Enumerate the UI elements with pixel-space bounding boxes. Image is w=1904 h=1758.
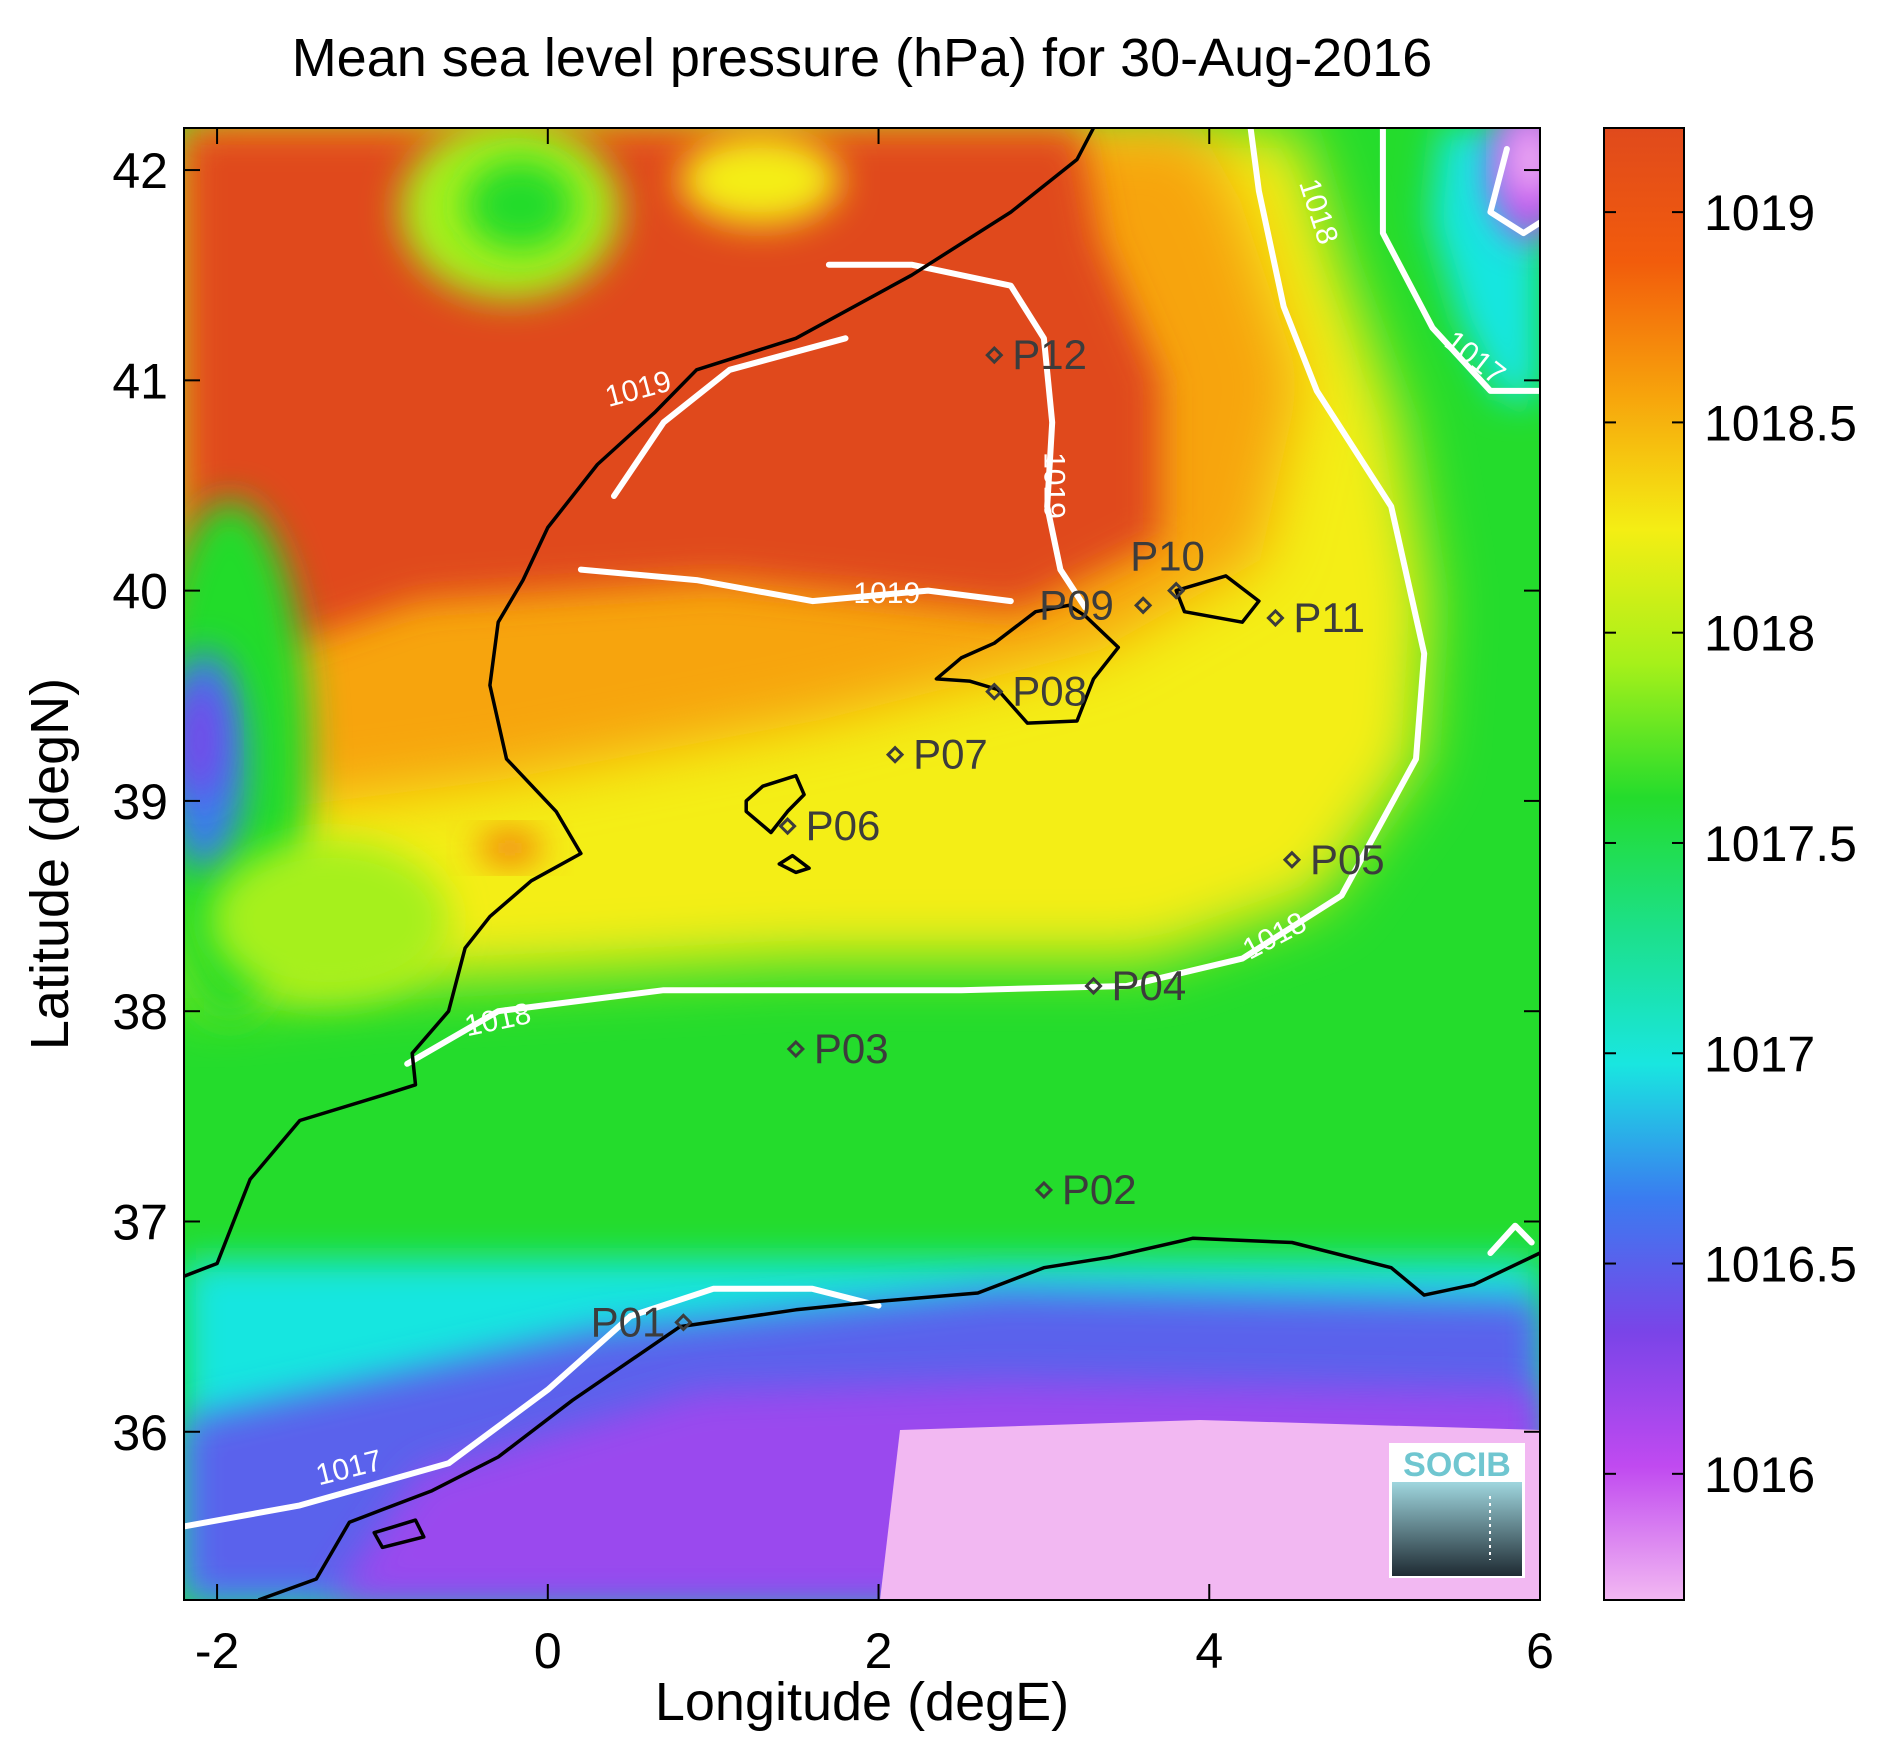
colorbar-ticks: 1016 1016.5 1017 1017.5 1018 1018.5 1019 — [1604, 185, 1857, 1503]
station-marker-p02 — [1034, 1180, 1054, 1200]
station-label-p10: P10 — [1130, 533, 1205, 580]
y-tick-label: 41 — [112, 353, 168, 409]
station-label-p05: P05 — [1310, 836, 1385, 883]
isobar-1019-1 — [825, 261, 1089, 611]
socib-logo-text: SOCIB — [1403, 1446, 1511, 1484]
y-axis-label: Latitude (degN) — [20, 678, 80, 1050]
station-label-p12: P12 — [1012, 331, 1087, 378]
station-label-p02: P02 — [1062, 1166, 1137, 1213]
y-tick-label: 36 — [112, 1405, 168, 1461]
station-marker-p01 — [674, 1313, 693, 1332]
isobar-1019-2 — [577, 566, 1014, 605]
isobar-1017-0 — [184, 1285, 882, 1530]
coast-africa — [257, 1236, 1540, 1600]
station-marker-p03 — [786, 1039, 805, 1059]
y-tick-label: 42 — [112, 143, 168, 199]
x-tick-label: 4 — [1195, 1623, 1223, 1679]
colorbar — [1603, 127, 1685, 1601]
station-marker-p05 — [1282, 850, 1302, 869]
station-marker-p04 — [1084, 976, 1103, 996]
station-label-p06: P06 — [806, 802, 881, 849]
x-axis-ticks: -2 0 2 4 6 — [195, 128, 1554, 1679]
x-tick-label: 2 — [865, 1623, 893, 1679]
station-markers: P01 P02 P03 P04 P05 P06 P07 P08 P09 P10 P11 P12 — [591, 331, 1385, 1345]
station-marker-p10 — [1167, 581, 1186, 600]
isobar-1017-2 — [1487, 146, 1540, 237]
colorbar-tick-label: 1016 — [1704, 1447, 1815, 1503]
station-marker-p08 — [985, 682, 1004, 701]
colorbar-tick-label: 1017.5 — [1704, 816, 1857, 872]
isobar-1018-0 — [404, 128, 1428, 1067]
x-tick-label: 6 — [1526, 1623, 1554, 1679]
y-axis-ticks: 36 37 38 39 40 41 42 — [112, 143, 1540, 1461]
plot-frame — [183, 127, 1541, 1601]
colorbar-tick-label: 1016.5 — [1704, 1237, 1857, 1293]
x-tick-label: 0 — [534, 1623, 562, 1679]
station-marker-p09 — [1133, 596, 1153, 615]
coast-alboran — [372, 1518, 426, 1550]
coast-mainland — [184, 128, 1096, 1278]
y-tick-label: 38 — [112, 984, 168, 1040]
coast-formentera — [777, 853, 811, 875]
x-axis-label: Longitude (degE) — [655, 1672, 1069, 1732]
station-label-p07: P07 — [913, 731, 988, 778]
isobar-1017-1 — [1379, 128, 1540, 394]
colorbar-tick-label: 1018 — [1704, 606, 1815, 662]
y-tick-label: 40 — [112, 564, 168, 620]
coast-menorca — [1174, 574, 1261, 624]
colorbar-tick-label: 1019 — [1704, 185, 1815, 241]
colorbar-tick-label: 1017 — [1704, 1026, 1815, 1082]
isobar-1019-0 — [611, 335, 849, 499]
x-tick-label: -2 — [195, 1623, 239, 1679]
station-label-p01: P01 — [591, 1298, 666, 1345]
station-marker-p06 — [778, 817, 797, 836]
isobar-label-1: 1019 — [853, 577, 920, 610]
station-marker-p12 — [985, 345, 1004, 365]
isobar-contours — [184, 128, 1540, 1530]
coastlines — [184, 128, 1540, 1600]
socib-logo: SOCIB — [1389, 1443, 1525, 1578]
station-label-p04: P04 — [1112, 962, 1187, 1009]
station-label-p09: P09 — [1039, 581, 1114, 628]
station-label-p11: P11 — [1293, 594, 1365, 641]
isobar-label-2: 1019 — [1037, 452, 1070, 519]
map-title: Mean sea level pressure (hPa) for 30-Aug… — [292, 28, 1433, 88]
colorbar-tick-label: 1018.5 — [1704, 395, 1857, 451]
station-marker-p11 — [1266, 608, 1285, 628]
y-tick-label: 39 — [112, 774, 168, 830]
y-tick-label: 37 — [112, 1194, 168, 1250]
station-label-p03: P03 — [814, 1025, 889, 1072]
coast-ibiza — [744, 773, 806, 835]
station-label-p08: P08 — [1012, 668, 1087, 715]
isobar-1017-3 — [1487, 1222, 1535, 1256]
station-marker-p07 — [885, 745, 905, 764]
